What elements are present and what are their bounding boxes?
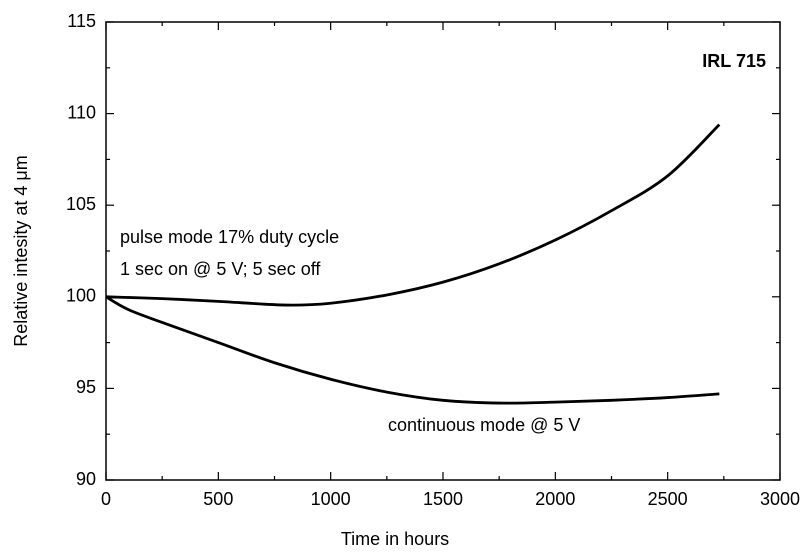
y-tick-label: 90 — [76, 469, 96, 489]
y-tick-label: 110 — [67, 102, 96, 122]
y-tick-label: 115 — [67, 11, 96, 31]
x-tick-label: 0 — [101, 489, 111, 509]
x-axis-title: Time in hours — [341, 529, 449, 549]
x-tick-label: 2000 — [535, 489, 575, 509]
annotation: 1 sec on @ 5 V; 5 sec off — [120, 259, 321, 279]
x-tick-label: 3000 — [760, 489, 800, 509]
x-tick-label: 1500 — [423, 489, 463, 509]
x-tick-label: 1000 — [311, 489, 351, 509]
y-tick-label: 95 — [76, 377, 96, 397]
y-axis-title: Relative intesity at 4 μm — [11, 155, 31, 346]
x-tick-label: 2500 — [648, 489, 688, 509]
plot-frame — [105, 21, 781, 481]
line — [105, 295, 720, 405]
x-tick-label: 500 — [203, 489, 233, 509]
annotation: continuous mode @ 5 V — [388, 415, 580, 435]
line — [105, 123, 721, 307]
annotation: pulse mode 17% duty cycle — [120, 227, 339, 247]
y-tick-label: 105 — [66, 194, 96, 214]
y-tick-label: 100 — [66, 286, 96, 306]
annotation: IRL 715 — [702, 51, 766, 71]
